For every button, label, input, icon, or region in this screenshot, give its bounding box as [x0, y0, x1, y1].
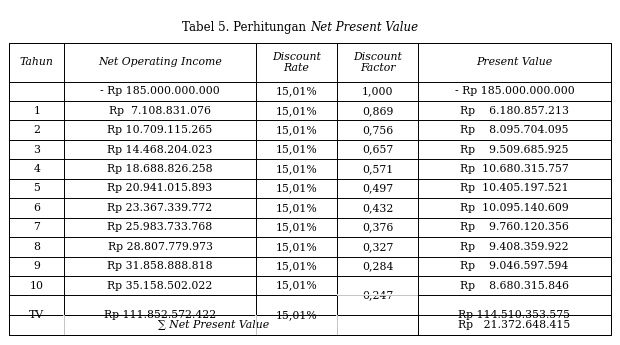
Text: 15,01%: 15,01% [276, 86, 317, 96]
Text: 15,01%: 15,01% [276, 281, 317, 291]
Text: Rp 20.941.015.893: Rp 20.941.015.893 [107, 184, 213, 194]
Text: 15,01%: 15,01% [276, 261, 317, 271]
Text: Tahun: Tahun [20, 57, 54, 67]
Text: 0,657: 0,657 [362, 145, 393, 155]
Text: 0,247: 0,247 [362, 290, 393, 300]
Text: Tabel 5. Perhitungan: Tabel 5. Perhitungan [182, 21, 310, 34]
Text: Rp 23.367.339.772: Rp 23.367.339.772 [107, 203, 213, 213]
Text: Rp 31.858.888.818: Rp 31.858.888.818 [107, 261, 213, 271]
Text: 15,01%: 15,01% [276, 164, 317, 174]
Text: 1: 1 [33, 106, 40, 116]
Text: 0,432: 0,432 [362, 203, 393, 213]
Text: 0,497: 0,497 [362, 184, 393, 194]
Text: 15,01%: 15,01% [276, 242, 317, 252]
Text: Rp 28.807.779.973: Rp 28.807.779.973 [107, 242, 213, 252]
Text: Rp  10.095.140.609: Rp 10.095.140.609 [460, 203, 569, 213]
Text: Net Operating Income: Net Operating Income [98, 57, 222, 67]
Text: 8: 8 [33, 242, 40, 252]
Text: 0,284: 0,284 [362, 261, 393, 271]
Text: 3: 3 [33, 145, 40, 155]
Text: Discount
Rate: Discount Rate [272, 51, 321, 73]
Text: Rp 25.983.733.768: Rp 25.983.733.768 [107, 223, 213, 233]
Text: 0,571: 0,571 [362, 164, 393, 174]
Text: 15,01%: 15,01% [276, 125, 317, 135]
Text: Rp  10.680.315.757: Rp 10.680.315.757 [460, 164, 569, 174]
Text: Rp  7.108.831.076: Rp 7.108.831.076 [109, 106, 211, 116]
Text: Rp 114.510.353.575: Rp 114.510.353.575 [458, 310, 570, 320]
Text: Net Present Value: Net Present Value [310, 21, 418, 34]
Text: 15,01%: 15,01% [276, 203, 317, 213]
Text: Rp    8.095.704.095: Rp 8.095.704.095 [460, 125, 569, 135]
Text: Rp    9.046.597.594: Rp 9.046.597.594 [461, 261, 569, 271]
Text: Rp 111.852.572.422: Rp 111.852.572.422 [104, 310, 216, 320]
Text: 9: 9 [33, 261, 40, 271]
Text: Rp    9.760.120.356: Rp 9.760.120.356 [460, 223, 569, 233]
Text: TV: TV [29, 310, 44, 320]
Text: Rp    9.408.359.922: Rp 9.408.359.922 [460, 242, 569, 252]
Text: Rp 35.158.502.022: Rp 35.158.502.022 [107, 281, 213, 291]
Text: - Rp 185.000.000.000: - Rp 185.000.000.000 [100, 86, 220, 96]
Text: 4: 4 [33, 164, 40, 174]
Text: Present Value: Present Value [476, 57, 552, 67]
Text: 0,756: 0,756 [362, 125, 393, 135]
Text: Rp    6.180.857.213: Rp 6.180.857.213 [460, 106, 569, 116]
Text: 0,327: 0,327 [362, 242, 393, 252]
Text: Rp 10.709.115.265: Rp 10.709.115.265 [107, 125, 213, 135]
Text: 15,01%: 15,01% [276, 310, 317, 320]
Text: 15,01%: 15,01% [276, 106, 317, 116]
Text: 10: 10 [30, 281, 44, 291]
Text: 0,869: 0,869 [362, 106, 393, 116]
Text: Rp  10.405.197.521: Rp 10.405.197.521 [460, 184, 569, 194]
Text: 0,376: 0,376 [362, 223, 393, 233]
Text: - Rp 185.000.000.000: - Rp 185.000.000.000 [454, 86, 574, 96]
Text: 15,01%: 15,01% [276, 223, 317, 233]
Text: 6: 6 [33, 203, 40, 213]
Text: 5: 5 [33, 184, 40, 194]
Text: Rp 18.688.826.258: Rp 18.688.826.258 [107, 164, 213, 174]
Text: Rp 14.468.204.023: Rp 14.468.204.023 [107, 145, 213, 155]
Text: Rp   21.372.648.415: Rp 21.372.648.415 [458, 320, 570, 330]
Text: 15,01%: 15,01% [276, 184, 317, 194]
Text: Discount
Factor: Discount Factor [353, 51, 402, 73]
Text: Rp    9.509.685.925: Rp 9.509.685.925 [460, 145, 569, 155]
Text: ∑ Net Present Value: ∑ Net Present Value [158, 320, 269, 330]
Text: 1,000: 1,000 [362, 86, 394, 96]
Text: Rp    8.680.315.846: Rp 8.680.315.846 [460, 281, 569, 291]
Text: 15,01%: 15,01% [276, 145, 317, 155]
Text: 7: 7 [33, 223, 40, 233]
Text: 2: 2 [33, 125, 40, 135]
